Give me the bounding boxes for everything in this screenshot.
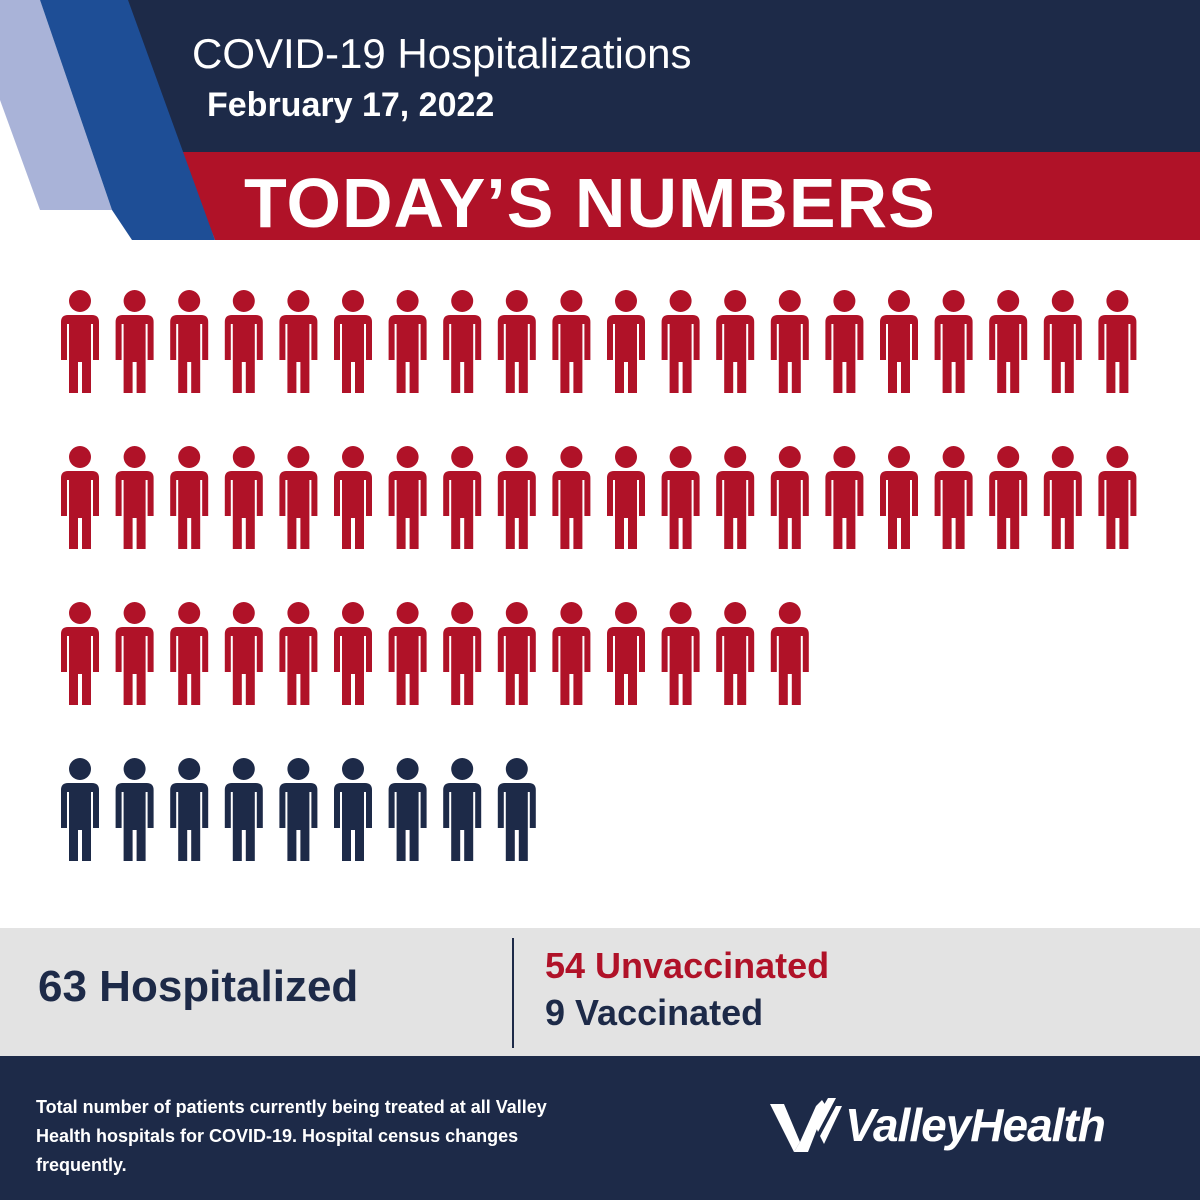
page-title: COVID-19 Hospitalizations (192, 30, 692, 77)
person-icon (661, 290, 700, 393)
person-icon (934, 446, 973, 549)
person-icon (497, 758, 536, 861)
person-icon (716, 290, 755, 393)
person-icon (170, 290, 209, 393)
person-icon (607, 446, 645, 549)
person-icon (607, 602, 645, 705)
logo-wordmark: ValleyHealth (845, 1099, 1106, 1151)
person-icon (388, 446, 427, 549)
person-icon (443, 290, 482, 393)
person-icon (224, 290, 263, 393)
person-icon (443, 602, 482, 705)
person-icon (61, 290, 99, 393)
person-icon (825, 446, 864, 549)
person-icon (61, 758, 99, 861)
person-icon (716, 602, 755, 705)
person-icon (334, 602, 372, 705)
footer: Total number of patients currently being… (0, 1056, 1200, 1200)
person-icon (934, 290, 973, 393)
person-icon (1043, 446, 1082, 549)
person-icon (279, 758, 318, 861)
person-icon (443, 758, 482, 861)
person-icon (661, 602, 700, 705)
person-icon (170, 446, 209, 549)
vaccinated-label: 9 Vaccinated (545, 992, 764, 1033)
person-icon (1098, 446, 1137, 549)
person-icon (224, 602, 263, 705)
stats-band: 63 Hospitalized 54 Unvaccinated 9 Vaccin… (0, 928, 1200, 1056)
person-icon (607, 290, 645, 393)
person-icon (170, 602, 209, 705)
person-icon (497, 446, 536, 549)
person-icon (61, 602, 99, 705)
total-hospitalized-label: 63 Hospitalized (38, 962, 359, 1011)
person-icon (552, 602, 591, 705)
person-icon (552, 446, 591, 549)
person-icon (1098, 290, 1137, 393)
person-icon (825, 290, 864, 393)
page-date: February 17, 2022 (207, 86, 495, 124)
footer-note: Total number of patients currently being… (36, 1097, 547, 1175)
person-icon (880, 290, 918, 393)
person-icon (443, 446, 482, 549)
person-icon (552, 290, 591, 393)
person-icon (661, 446, 700, 549)
person-icon (170, 758, 209, 861)
person-icon (279, 602, 318, 705)
person-icon (224, 758, 263, 861)
person-icon (497, 290, 536, 393)
valley-health-logo-mark (770, 1098, 842, 1152)
unvaccinated-label: 54 Unvaccinated (545, 945, 830, 986)
person-icon (770, 446, 809, 549)
person-icon (716, 446, 755, 549)
header-background (0, 0, 1200, 240)
person-icon (388, 290, 427, 393)
person-icon (115, 758, 154, 861)
valley-health-logo: ValleyHealth (770, 1096, 1150, 1156)
person-icon (115, 446, 154, 549)
person-icon (989, 446, 1028, 549)
banner-heading: TODAY’S NUMBERS (244, 164, 936, 242)
person-icon (334, 758, 372, 861)
person-icon (115, 602, 154, 705)
person-icon (880, 446, 918, 549)
person-icon (770, 602, 809, 705)
person-icon (115, 290, 154, 393)
person-icon (279, 446, 318, 549)
person-icon (334, 290, 372, 393)
person-icon (989, 290, 1028, 393)
person-icon (61, 446, 99, 549)
person-icon (388, 602, 427, 705)
person-icon (334, 446, 372, 549)
person-icon (497, 602, 536, 705)
person-icon (770, 290, 809, 393)
person-icon (388, 758, 427, 861)
stats-divider (512, 938, 514, 1048)
person-icon (279, 290, 318, 393)
person-icon (224, 446, 263, 549)
header-navy-panel (0, 0, 1200, 152)
header-light-blue-stripe (0, 0, 112, 210)
header-blue-stripe (40, 0, 215, 240)
person-icon (1043, 290, 1082, 393)
